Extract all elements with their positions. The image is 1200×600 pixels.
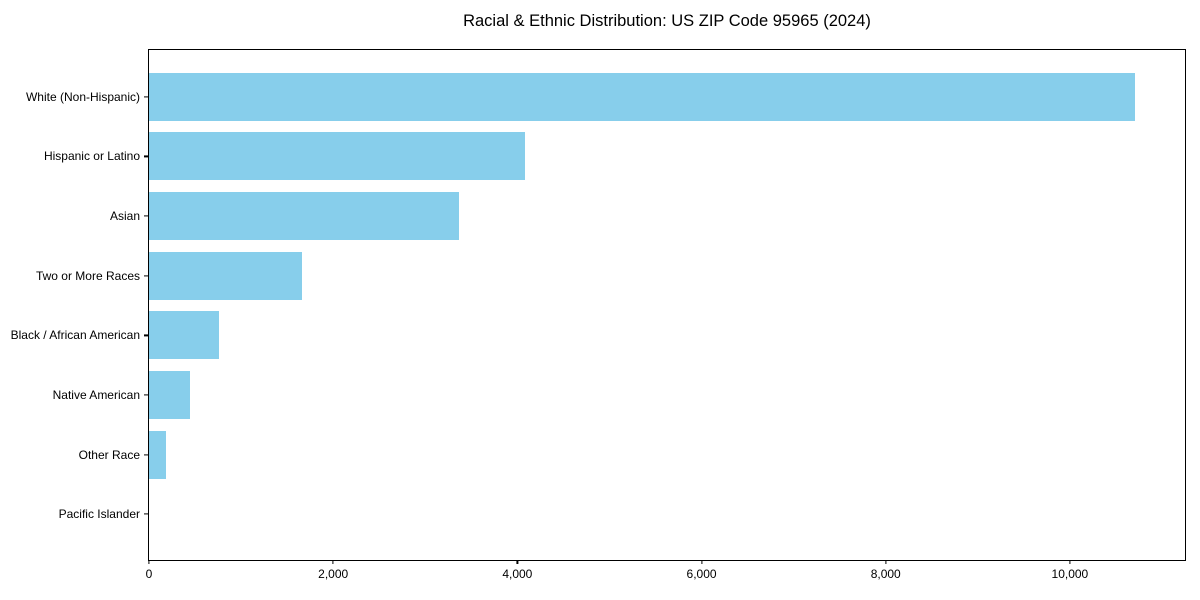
bar	[149, 192, 460, 241]
y-axis-label: Hispanic or Latino	[43, 149, 140, 164]
x-tick-label: 8,000	[870, 567, 901, 581]
y-tick-mark	[143, 513, 148, 515]
y-tick-mark	[143, 453, 148, 456]
x-tick-label: 2,000	[318, 567, 349, 581]
bar	[149, 311, 219, 360]
x-tick-label: 6,000	[686, 567, 717, 581]
y-axis-label: Black / African American	[10, 328, 140, 343]
bar-row: Native American	[53, 365, 1185, 425]
y-axis-label: Other Race	[78, 447, 140, 462]
y-axis-label: Pacific Islander	[58, 507, 140, 522]
y-tick-mark	[143, 275, 148, 277]
bar-row: Asian	[110, 186, 1185, 246]
chart-title: Racial & Ethnic Distribution: US ZIP Cod…	[463, 12, 871, 30]
x-tick-mark	[516, 560, 518, 564]
bar-row: Two or More Races	[36, 246, 1185, 306]
x-tick-mark	[332, 560, 334, 564]
bar	[149, 132, 525, 181]
bar	[149, 72, 1136, 121]
y-axis-label: Native American	[52, 387, 140, 402]
bars: White (Non-Hispanic) Hispanic or Latino As…	[11, 50, 1185, 560]
plot-area: White (Non-Hispanic) Hispanic or Latino As…	[11, 49, 1186, 581]
y-tick-mark	[143, 334, 148, 336]
bar-row: Other Race	[79, 425, 1185, 485]
x-tick-label: 10,000	[1051, 567, 1089, 581]
x-tick-label: 4,000	[502, 567, 533, 581]
y-tick-mark	[143, 155, 148, 158]
x-tick-mark	[885, 560, 887, 564]
x-tick-mark	[148, 560, 150, 564]
y-tick-mark	[143, 394, 148, 396]
x-tick-mark	[700, 560, 703, 564]
bar	[149, 430, 167, 479]
y-axis-label: White (Non-Hispanic)	[25, 89, 140, 104]
bar-row: Black / African American	[11, 306, 1185, 366]
y-tick-mark	[143, 215, 148, 217]
bar-row: Pacific Islander	[59, 484, 1185, 544]
y-axis-label: Two or More Races	[35, 268, 140, 283]
bar	[149, 251, 302, 300]
bar	[149, 370, 190, 419]
bar-row: Hispanic or Latino	[44, 127, 1185, 187]
x-tick-label: 0	[145, 567, 153, 581]
bar-row: White (Non-Hispanic)	[26, 67, 1185, 127]
y-tick-mark	[143, 96, 148, 98]
y-axis-label: Asian	[109, 209, 140, 224]
x-tick-mark	[1069, 560, 1071, 564]
